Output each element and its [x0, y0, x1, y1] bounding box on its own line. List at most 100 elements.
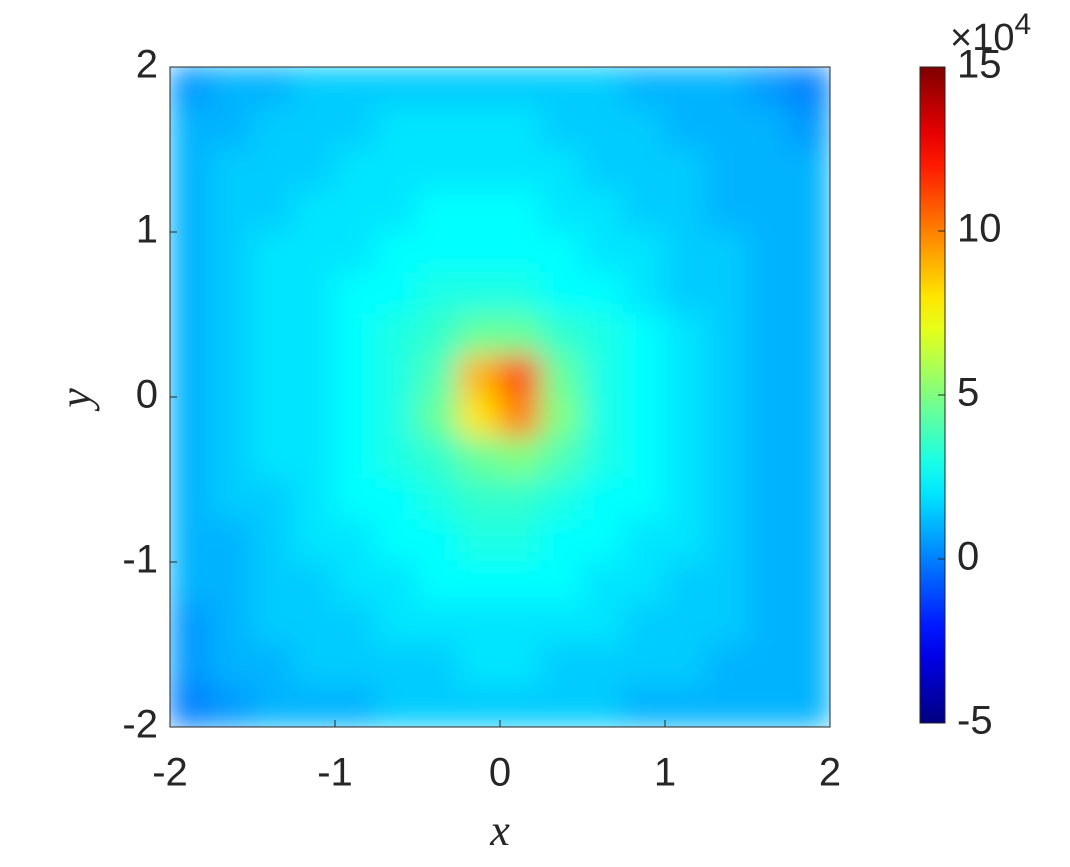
- heat-cell: [664, 107, 708, 151]
- heat-cell: [292, 396, 336, 440]
- heat-cell: [457, 643, 501, 687]
- x-tick-label: 1: [654, 751, 676, 795]
- heat-cell: [705, 272, 749, 316]
- heat-cell: [622, 643, 666, 687]
- heat-cell: [664, 602, 708, 646]
- heat-cell: [622, 107, 666, 151]
- heat-cell: [334, 272, 378, 316]
- heat-cell: [251, 519, 295, 563]
- heat-cell: [787, 354, 830, 398]
- heat-cell: [664, 684, 708, 727]
- heat-cell: [622, 684, 666, 727]
- heat-cell: [581, 519, 625, 563]
- heat-cell: [210, 561, 254, 605]
- heat-cell: [251, 148, 295, 192]
- heat-cell: [499, 272, 543, 316]
- heat-cell: [581, 67, 625, 110]
- heat-cell: [622, 602, 666, 646]
- heat-cell: [416, 107, 460, 151]
- heat-cell: [375, 561, 419, 605]
- heat-cell: [375, 231, 419, 275]
- heat-cell: [210, 437, 254, 481]
- heat-cell: [581, 643, 625, 687]
- heat-cell: [457, 67, 501, 110]
- heat-cell: [705, 602, 749, 646]
- heat-cell: [664, 643, 708, 687]
- heat-cell: [334, 148, 378, 192]
- heat-cell: [416, 67, 460, 110]
- heat-cell: [787, 437, 830, 481]
- heat-cell: [457, 684, 501, 727]
- heat-cell: [292, 684, 336, 727]
- heat-cell: [251, 272, 295, 316]
- heat-cell: [787, 189, 830, 233]
- heat-cell: [416, 602, 460, 646]
- heat-cell: [705, 684, 749, 727]
- heat-cell: [416, 478, 460, 522]
- heat-cell: [334, 67, 378, 110]
- heat-cell: [457, 519, 501, 563]
- heat-cell: [499, 643, 543, 687]
- heat-cell: [416, 437, 460, 481]
- heat-cell: [334, 189, 378, 233]
- x-axis-label: x: [489, 806, 510, 855]
- heat-cell: [334, 519, 378, 563]
- heat-cell: [746, 602, 790, 646]
- heat-cell: [787, 272, 830, 316]
- heat-cell: [210, 602, 254, 646]
- heat-cell: [457, 148, 501, 192]
- colorbar-tick-label: 15: [957, 43, 1002, 87]
- heat-cell: [540, 561, 584, 605]
- heat-cell: [499, 519, 543, 563]
- heat-cell: [581, 189, 625, 233]
- heat-cell: [499, 561, 543, 605]
- heat-cell: [210, 313, 254, 357]
- heat-cell: [292, 478, 336, 522]
- heat-cell: [170, 437, 213, 481]
- heat-cell: [292, 189, 336, 233]
- heat-cell: [705, 313, 749, 357]
- heat-cell: [581, 396, 625, 440]
- heat-cell: [170, 354, 213, 398]
- heat-cell: [540, 148, 584, 192]
- heat-cell: [292, 272, 336, 316]
- heat-cell: [746, 643, 790, 687]
- heat-cell: [622, 67, 666, 110]
- heat-cell: [416, 189, 460, 233]
- heat-cell: [251, 67, 295, 110]
- heat-cell: [292, 519, 336, 563]
- heat-cell: [622, 437, 666, 481]
- heat-cell: [210, 107, 254, 151]
- heat-cell: [210, 354, 254, 398]
- heat-cell: [457, 602, 501, 646]
- heat-cell: [581, 107, 625, 151]
- heat-cell: [416, 396, 460, 440]
- heat-cell: [664, 519, 708, 563]
- heat-cell: [664, 561, 708, 605]
- heat-cell: [540, 67, 584, 110]
- heat-cell: [334, 313, 378, 357]
- heat-cell: [170, 684, 213, 727]
- heat-cell: [705, 643, 749, 687]
- heat-cell: [251, 561, 295, 605]
- heat-cell: [416, 272, 460, 316]
- heat-cell: [375, 107, 419, 151]
- y-tick-label: 1: [136, 208, 158, 252]
- multiplier-base: ×10: [950, 17, 1014, 59]
- heat-cell: [170, 478, 213, 522]
- heat-cell: [210, 231, 254, 275]
- heat-cell: [664, 67, 708, 110]
- heat-cell: [375, 148, 419, 192]
- heat-cell: [210, 67, 254, 110]
- heat-cell: [664, 231, 708, 275]
- heat-cell: [499, 354, 543, 398]
- heat-cell: [416, 643, 460, 687]
- heat-cell: [170, 148, 213, 192]
- heat-cell: [705, 67, 749, 110]
- heat-cell: [540, 643, 584, 687]
- colorbar-tick-label: 10: [957, 207, 1002, 251]
- heat-cell: [334, 478, 378, 522]
- heat-cell: [581, 684, 625, 727]
- heat-cell: [292, 437, 336, 481]
- heat-cell: [170, 602, 213, 646]
